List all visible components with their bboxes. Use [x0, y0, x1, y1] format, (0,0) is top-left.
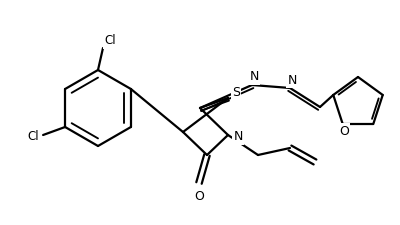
- Text: Cl: Cl: [104, 34, 116, 47]
- Text: N: N: [287, 74, 297, 86]
- Text: Cl: Cl: [27, 130, 39, 144]
- Text: S: S: [232, 86, 240, 99]
- Text: O: O: [339, 124, 349, 137]
- Text: N: N: [233, 130, 243, 144]
- Text: O: O: [194, 191, 204, 203]
- Text: N: N: [249, 70, 259, 83]
